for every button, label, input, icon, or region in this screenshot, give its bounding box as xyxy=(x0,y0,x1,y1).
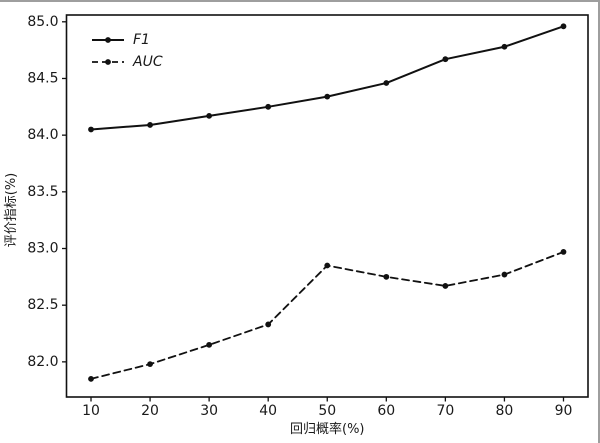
legend-label-auc: AUC xyxy=(132,54,163,70)
legend-auc-marker xyxy=(105,59,111,65)
f1-marker-x30 xyxy=(206,112,213,119)
auc-marker-x90 xyxy=(560,249,567,255)
auc-marker-x60 xyxy=(383,273,390,280)
auc-marker-x30 xyxy=(206,341,213,348)
auc-marker-x50 xyxy=(324,262,331,269)
f1-marker-x80 xyxy=(501,43,508,50)
x-tick-label: 70 xyxy=(436,403,454,419)
f1-marker-x10 xyxy=(88,126,94,133)
legend-label-f1: F1 xyxy=(133,32,150,48)
x-tick-label: 90 xyxy=(555,403,573,419)
x-tick-label: 50 xyxy=(318,403,336,419)
f1-marker-x60 xyxy=(383,80,390,86)
plot-area-border xyxy=(65,14,589,398)
legend-f1-marker xyxy=(105,37,111,43)
auc-marker-x80 xyxy=(501,271,508,278)
y-tick-label: 83.0 xyxy=(27,241,58,257)
f1-line xyxy=(90,25,565,131)
y-tick-label: 82.0 xyxy=(27,354,58,370)
f1-marker-x90 xyxy=(560,23,567,30)
f1-marker-x70 xyxy=(442,56,449,63)
x-tick-label: 20 xyxy=(141,403,159,419)
x-tick-label: 60 xyxy=(377,403,395,419)
x-tick-label: 40 xyxy=(259,403,277,419)
y-tick-label: 85.0 xyxy=(27,14,58,30)
x-tick-label: 30 xyxy=(200,403,218,419)
x-tick-label: 10 xyxy=(82,403,100,419)
x-axis-label: 回归概率(%) xyxy=(290,421,365,437)
f1-marker-x20 xyxy=(147,122,153,128)
y-tick-label: 83.5 xyxy=(27,184,58,200)
y-axis-label: 评价指标(%) xyxy=(4,173,19,248)
auc-marker-x20 xyxy=(147,361,153,368)
auc-marker-x10 xyxy=(88,375,94,382)
y-tick-label: 84.0 xyxy=(27,127,58,143)
x-tick-label: 80 xyxy=(496,403,514,419)
auc-line xyxy=(90,251,565,380)
f1-marker-x40 xyxy=(265,103,272,110)
f1-marker-x50 xyxy=(324,93,331,100)
y-tick-label: 84.5 xyxy=(27,70,58,86)
auc-marker-x70 xyxy=(442,283,449,289)
y-tick-label: 82.5 xyxy=(27,297,58,313)
auc-marker-x40 xyxy=(265,321,272,328)
